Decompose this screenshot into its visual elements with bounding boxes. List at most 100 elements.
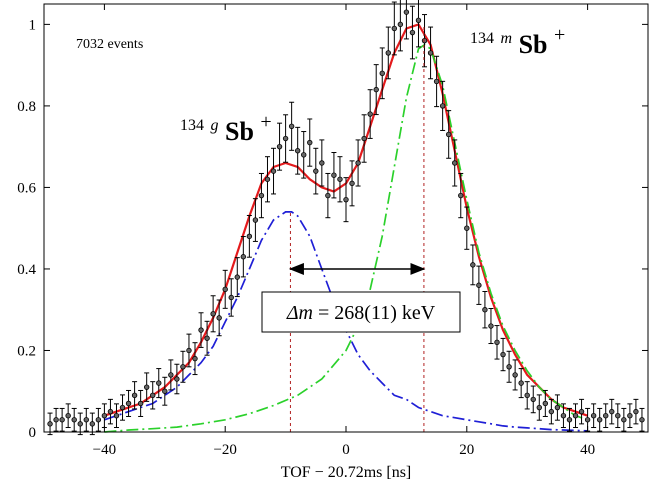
delta-m-box: Δm = 268(11) keV [261,291,461,333]
data-marker [415,17,422,24]
data-point [95,407,102,432]
delta-m-symbol: Δm [286,302,313,324]
data-marker [590,412,597,419]
data-point [615,403,621,429]
data-point [294,126,301,175]
data-point [258,172,265,219]
series-layer [47,0,645,436]
data-marker [246,233,253,240]
data-marker [518,380,524,386]
data-marker [307,139,313,146]
data-marker [500,351,506,358]
data-marker [180,364,186,370]
data-point [198,312,204,348]
data-point [415,0,422,48]
data-point [180,350,186,383]
isomer-element: Sb [519,30,548,59]
x-tick-label: −20 [213,442,236,458]
data-marker [385,50,391,56]
data-point [107,398,114,425]
ground-mass-number: 134 [180,117,204,134]
data-point [192,342,198,376]
data-point [168,359,174,391]
data-point [421,14,428,68]
data-point [633,398,639,425]
data-marker [216,315,222,321]
data-point [252,198,259,242]
data-point [337,156,343,203]
data-marker [578,408,585,415]
data-point [89,412,96,436]
data-marker [512,372,518,378]
data-point [609,398,615,425]
data-point [343,177,349,223]
y-tick-label: 1 [29,17,37,33]
data-marker [621,417,627,423]
data-marker [150,392,156,399]
y-tick-label: 0 [29,425,37,441]
data-point [518,368,524,399]
data-marker [403,9,410,15]
y-tick-label: 0.8 [17,99,36,115]
events-label: 7032 events [76,37,143,52]
data-point [276,122,283,171]
data-point [397,0,404,52]
data-marker [542,400,549,407]
data-marker [294,148,301,154]
ground-charge: + [260,111,271,133]
data-marker [186,347,192,354]
data-marker [77,421,83,427]
isomer-state-label: 134 m Sb + [470,20,565,59]
data-marker [282,135,289,142]
x-tick-label: 20 [459,442,474,458]
data-point [204,320,210,356]
data-point [639,407,645,432]
data-point [536,394,542,421]
data-marker [313,168,319,174]
data-point [131,381,138,410]
data-point [488,308,494,345]
data-marker [615,412,621,419]
data-marker [264,176,271,182]
data-marker [494,339,500,346]
data-marker [240,254,247,260]
data-marker [439,103,446,109]
data-marker [397,21,404,28]
data-point [506,350,512,383]
x-tick-label: 40 [580,442,595,458]
data-marker [337,176,343,182]
x-tick-label: −40 [93,442,116,458]
data-point [433,55,440,108]
data-marker [627,412,633,419]
data-marker [609,408,615,415]
y-tick-label: 0.4 [17,262,36,278]
data-point [391,1,398,56]
data-marker [59,417,65,423]
data-marker [270,168,277,174]
data-marker [596,417,603,423]
data-marker [603,412,609,419]
data-marker [373,86,379,93]
x-tick-label: 0 [342,442,350,458]
data-marker [361,135,367,142]
data-marker [536,404,542,411]
data-point [77,412,83,436]
data-marker [349,180,355,187]
data-point [470,244,476,286]
data-marker [482,307,488,313]
data-point [458,172,464,219]
data-point [500,337,506,372]
data-point [379,47,385,100]
data-point [548,398,555,425]
data-point [125,389,132,417]
data-marker [156,380,162,386]
data-marker [228,294,234,301]
data-marker [301,152,307,158]
data-point [427,26,434,80]
data-marker [252,217,259,223]
data-point [361,114,367,163]
y-tick-label: 0.2 [17,343,36,359]
x-axis-label: TOF − 20.72ms [ns] [281,464,412,481]
data-marker [355,160,361,166]
